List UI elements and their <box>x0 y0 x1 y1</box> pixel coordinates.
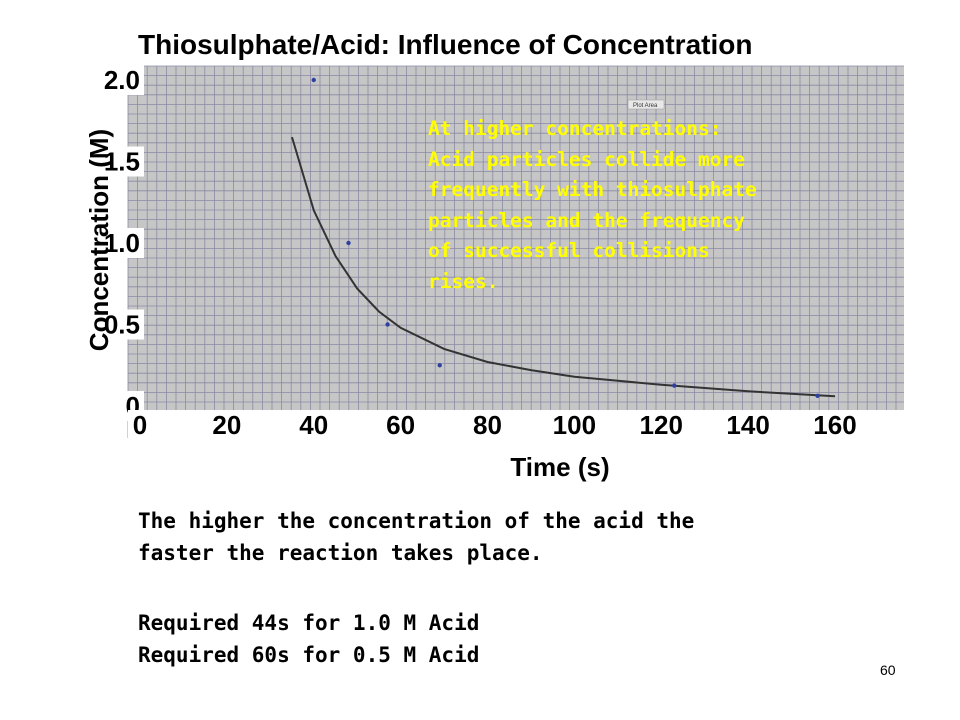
annotation-line: particles and the frequency <box>428 208 745 232</box>
x-axis-label: Time (s) <box>510 452 609 482</box>
plot-area-tag: Plot Area <box>633 103 658 109</box>
plot-area-tag-box <box>627 99 665 110</box>
data-point <box>672 383 677 388</box>
x-tick-label: 120 <box>640 410 683 440</box>
body-line: The higher the concentration of the acid… <box>138 509 695 533</box>
y-tick-label-bg <box>100 309 144 340</box>
x-tick-label: 20 <box>212 410 241 440</box>
chart-svg: Thiosulphate/Acid: Influence of Concentr… <box>84 29 904 482</box>
y-tick-label-bg <box>100 228 144 258</box>
y-tick-label: 2.0 <box>104 65 140 95</box>
body-text: The higher the concentration of the acid… <box>138 505 858 671</box>
data-point <box>437 363 442 368</box>
data-point <box>346 240 351 246</box>
x-tick-label: 40 <box>299 410 328 440</box>
annotation-line: At higher concentrations: <box>428 117 722 140</box>
annotation-text: At higher concentrations: Acid particles… <box>428 114 878 297</box>
body-line: Required 60s for 0.5 M Acid <box>138 643 480 667</box>
y-tick-label: 1.5 <box>104 147 140 177</box>
data-point <box>815 393 820 399</box>
body-spacer <box>138 569 858 607</box>
body-line: faster the reaction takes place. <box>138 541 543 565</box>
chart-title: Thiosulphate/Acid: Influence of Concentr… <box>138 29 752 60</box>
grid-lines <box>127 65 904 438</box>
x-tick-label: 100 <box>553 410 596 440</box>
plot-background <box>128 66 904 438</box>
body-line: Required 44s for 1.0 M Acid <box>138 611 480 635</box>
trend-curve <box>291 136 836 398</box>
data-points <box>311 77 820 399</box>
y-tick-label: 1.0 <box>104 228 140 258</box>
y-axis-label: Concentration (M) <box>84 129 114 351</box>
chart: Thiosulphate/Acid: Influence of Concentr… <box>60 18 910 488</box>
annotation-line: Acid particles collide more <box>428 147 745 171</box>
y-tick-labels: 00.51.01.52.0 <box>100 65 144 421</box>
y-tick-label: 0.5 <box>104 310 140 340</box>
y-tick-label-bg <box>100 146 144 177</box>
x-tick-labels: 0 20 40 60 80 100 120 140 160 <box>128 410 904 440</box>
data-point <box>311 77 316 83</box>
annotation-line: frequently with thiosulphate <box>428 178 757 201</box>
data-point <box>385 322 390 327</box>
x-tick-label: 0 <box>133 410 147 440</box>
annotation-line: of successful collisions <box>428 239 710 262</box>
page-number: 60 <box>880 662 896 678</box>
x-tick-label-bg <box>128 410 904 440</box>
x-tick-label: 140 <box>726 410 769 440</box>
x-tick-label: 60 <box>386 410 415 440</box>
annotation-line: rises. <box>428 269 499 293</box>
y-tick-label-bg <box>100 65 144 95</box>
x-tick-label: 80 <box>473 410 502 440</box>
x-tick-label: 160 <box>813 410 856 440</box>
